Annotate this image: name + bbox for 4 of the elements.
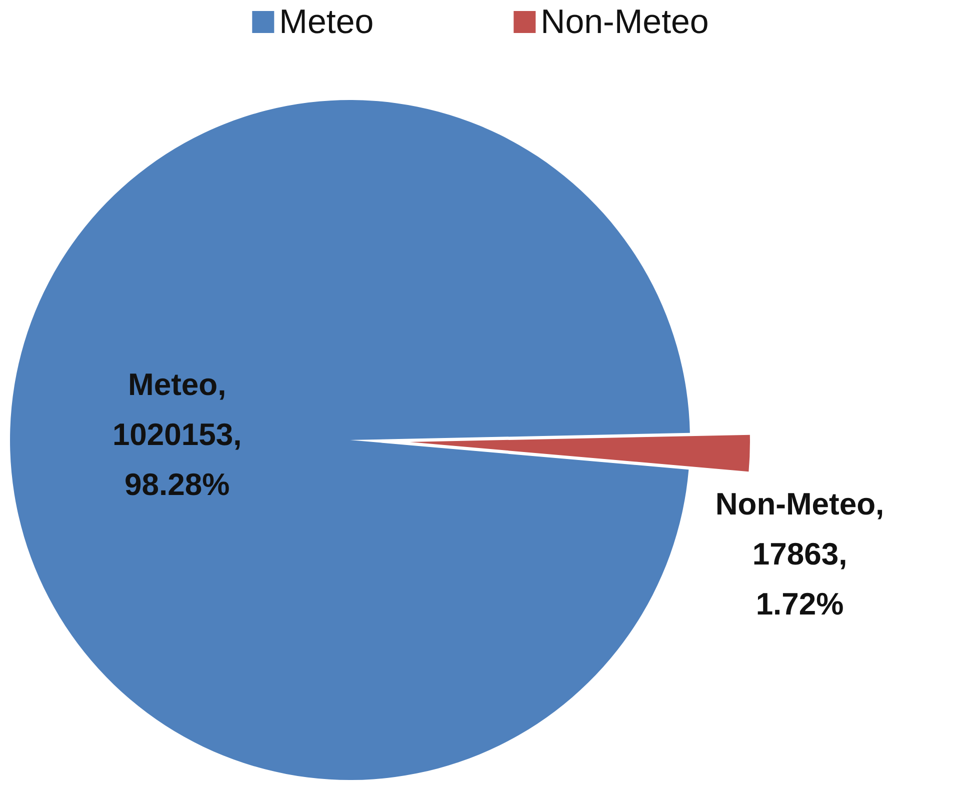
legend-label: Non-Meteo — [540, 3, 709, 41]
legend-label: Meteo — [279, 3, 374, 41]
data-label: Non-Meteo, 17863, 1.72% — [715, 486, 884, 622]
data-label: Meteo, 1020153, 98.28% — [112, 366, 242, 502]
